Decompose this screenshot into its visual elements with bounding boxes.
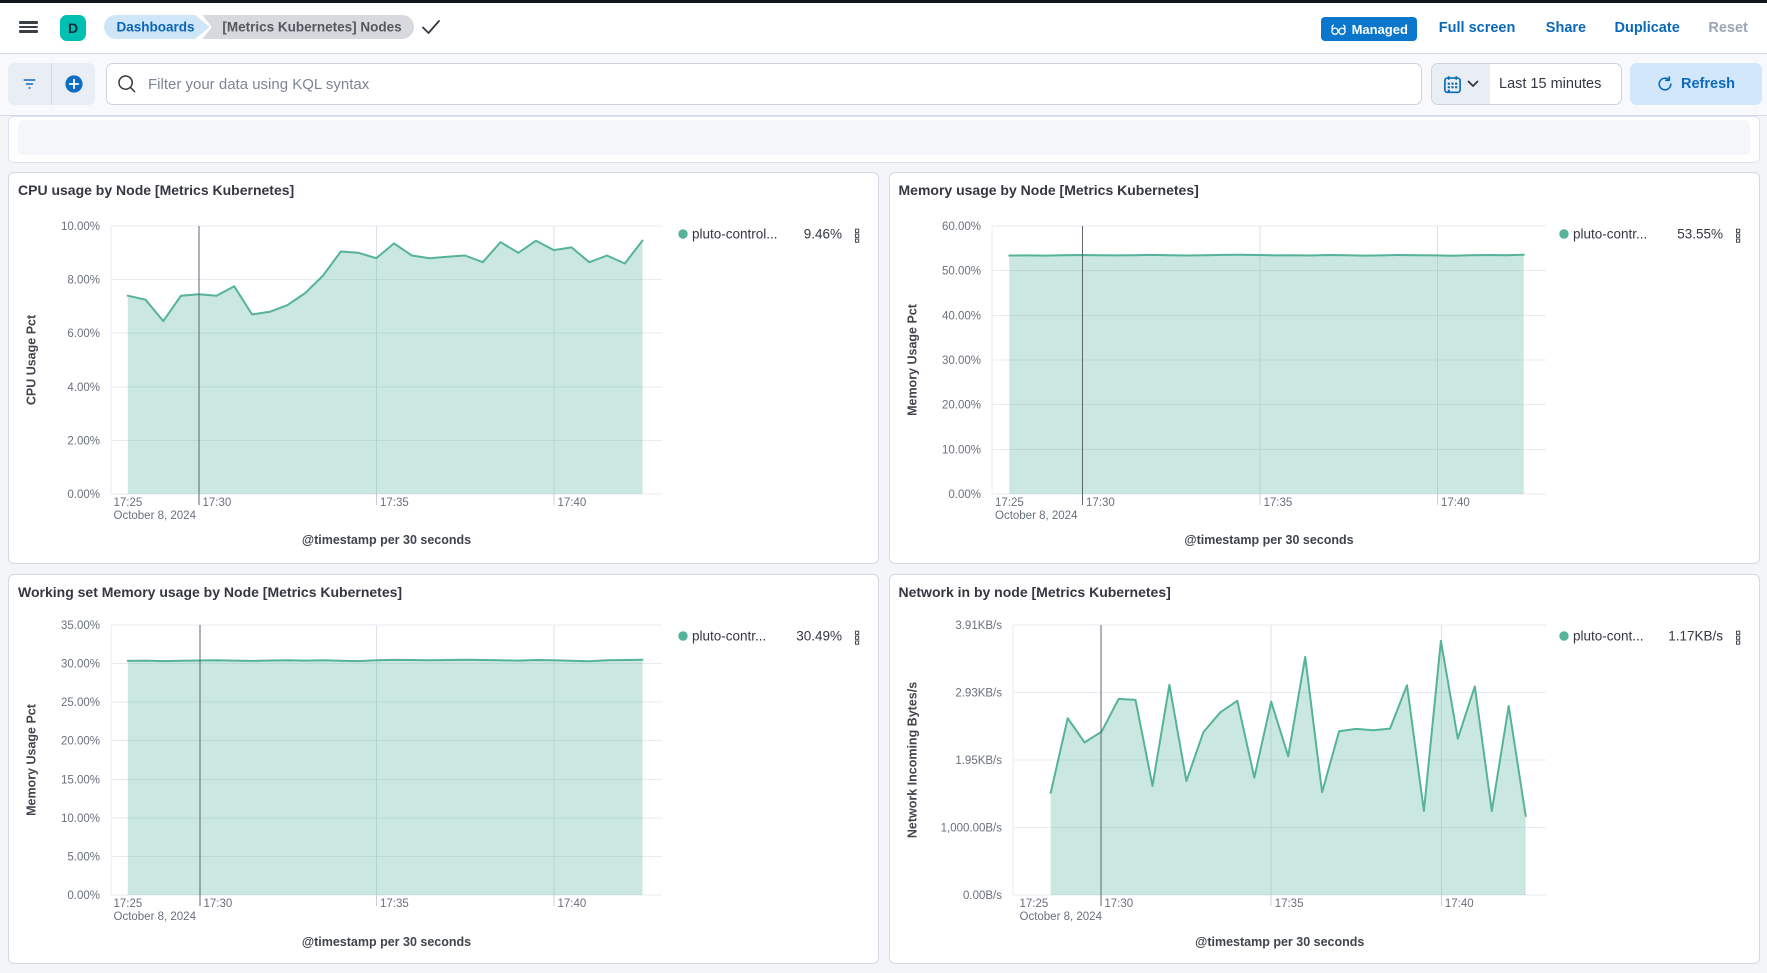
svg-text:October 8, 2024: October 8, 2024 — [995, 510, 1078, 522]
svg-text:1,000.00B/s: 1,000.00B/s — [940, 822, 1002, 834]
svg-text:Network Incoming Bytes/s: Network Incoming Bytes/s — [905, 681, 919, 837]
svg-text:pluto-contr...: pluto-contr... — [1573, 227, 1647, 242]
svg-text:October 8, 2024: October 8, 2024 — [114, 911, 197, 923]
svg-text:17:25: 17:25 — [114, 898, 143, 910]
svg-text:17:40: 17:40 — [1441, 497, 1470, 509]
svg-text:17:25: 17:25 — [1019, 898, 1048, 910]
svg-text:pluto-control...: pluto-control... — [692, 227, 778, 242]
svg-text:17:25: 17:25 — [114, 497, 143, 509]
svg-text:17:30: 17:30 — [203, 497, 232, 509]
svg-text:17:30: 17:30 — [1104, 898, 1133, 910]
svg-text:6.00%: 6.00% — [67, 328, 100, 340]
svg-text:0.00%: 0.00% — [67, 489, 100, 501]
svg-text:20.00%: 20.00% — [941, 400, 980, 412]
svg-text:pluto-cont...: pluto-cont... — [1573, 628, 1644, 643]
svg-text:40.00%: 40.00% — [941, 310, 980, 322]
svg-text:@timestamp per 30 seconds: @timestamp per 30 seconds — [302, 533, 471, 547]
svg-text:@timestamp per 30 seconds: @timestamp per 30 seconds — [1184, 533, 1353, 547]
svg-text:Dashboards: Dashboards — [116, 20, 194, 35]
svg-text:17:35: 17:35 — [380, 497, 409, 509]
svg-text:@timestamp per 30 seconds: @timestamp per 30 seconds — [302, 935, 471, 949]
svg-text:17:35: 17:35 — [1274, 898, 1303, 910]
svg-text:50.00%: 50.00% — [941, 266, 980, 278]
svg-text:60.00%: 60.00% — [941, 221, 980, 233]
svg-text:30.00%: 30.00% — [941, 355, 980, 367]
svg-text:2.00%: 2.00% — [67, 435, 100, 447]
svg-text:CPU Usage Pct: CPU Usage Pct — [25, 314, 39, 405]
svg-text:0.00%: 0.00% — [67, 890, 100, 902]
svg-text:17:30: 17:30 — [1086, 497, 1115, 509]
svg-text:17:40: 17:40 — [558, 898, 587, 910]
svg-text:[Metrics Kubernetes] Nodes: [Metrics Kubernetes] Nodes — [222, 20, 401, 35]
svg-text:October 8, 2024: October 8, 2024 — [114, 510, 197, 522]
svg-text:October 8, 2024: October 8, 2024 — [1019, 911, 1102, 923]
svg-text:Memory Usage Pct: Memory Usage Pct — [25, 703, 39, 816]
svg-text:10.00%: 10.00% — [61, 812, 100, 824]
svg-text:30.00%: 30.00% — [61, 658, 100, 670]
svg-text:10.00%: 10.00% — [941, 444, 980, 456]
svg-text:20.00%: 20.00% — [61, 735, 100, 747]
svg-text:15.00%: 15.00% — [61, 774, 100, 786]
svg-text:9.46%: 9.46% — [804, 227, 842, 242]
svg-text:25.00%: 25.00% — [61, 697, 100, 709]
svg-text:1.17KB/s: 1.17KB/s — [1668, 628, 1723, 643]
svg-text:0.00B/s: 0.00B/s — [963, 890, 1002, 902]
svg-text:0.00%: 0.00% — [948, 489, 981, 501]
svg-text:@timestamp per 30 seconds: @timestamp per 30 seconds — [1195, 935, 1364, 949]
svg-text:17:25: 17:25 — [995, 497, 1024, 509]
svg-text:8.00%: 8.00% — [67, 275, 100, 287]
svg-text:3.91KB/s: 3.91KB/s — [955, 620, 1002, 632]
svg-text:35.00%: 35.00% — [61, 620, 100, 632]
svg-text:17:40: 17:40 — [558, 497, 587, 509]
svg-text:Memory Usage Pct: Memory Usage Pct — [905, 303, 919, 416]
svg-text:17:35: 17:35 — [1263, 497, 1292, 509]
svg-text:17:40: 17:40 — [1444, 898, 1473, 910]
svg-text:4.00%: 4.00% — [67, 382, 100, 394]
svg-text:5.00%: 5.00% — [67, 851, 100, 863]
svg-text:30.49%: 30.49% — [796, 628, 842, 643]
svg-text:17:35: 17:35 — [380, 898, 409, 910]
svg-text:1.95KB/s: 1.95KB/s — [955, 755, 1002, 767]
svg-text:2.93KB/s: 2.93KB/s — [955, 687, 1002, 699]
svg-text:10.00%: 10.00% — [61, 221, 100, 233]
svg-text:53.55%: 53.55% — [1677, 227, 1723, 242]
svg-text:pluto-contr...: pluto-contr... — [692, 628, 766, 643]
svg-text:17:30: 17:30 — [204, 898, 233, 910]
